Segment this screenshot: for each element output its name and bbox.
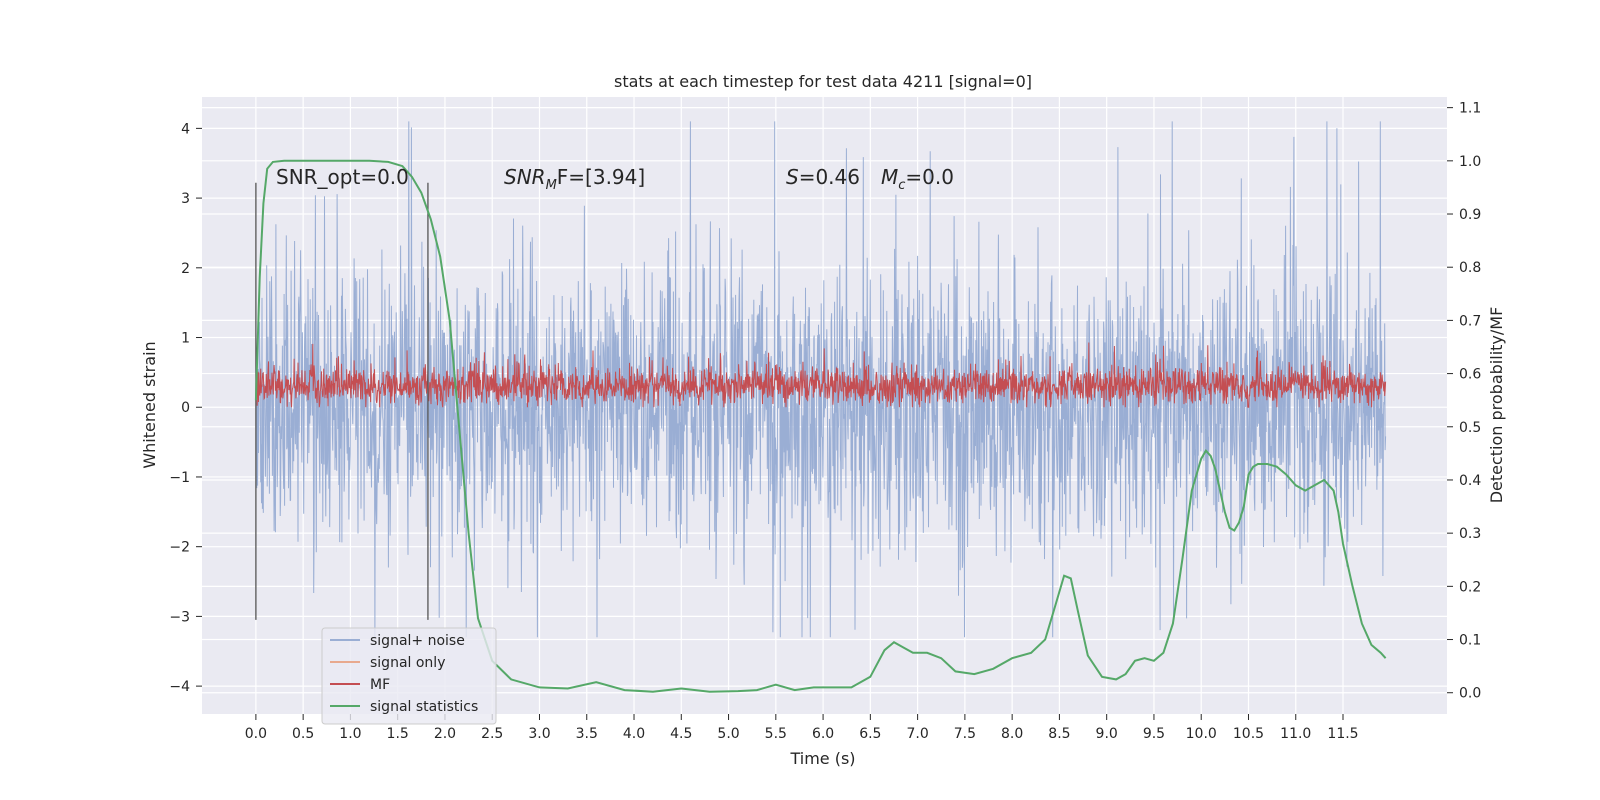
x-tick-label: 11.0 [1280,726,1311,742]
x-tick-label: 1.5 [387,726,409,742]
x-tick-label: 7.5 [954,726,976,742]
x-tick-label: 9.5 [1143,726,1165,742]
annotation-snr-mf-tail: F=[3.94] [557,165,645,189]
x-tick-label: 6.0 [812,726,834,742]
y2-tick-label: 0.8 [1459,260,1481,276]
annotation-mc-value: =0.0 [905,165,954,189]
annotation-mc-symbol: M [881,165,898,189]
y2-tick-label: 0.1 [1459,633,1481,649]
y-tick-label: −4 [169,679,190,695]
legend-label: signal only [370,655,445,671]
y2-tick-label: 0.7 [1459,313,1481,329]
x-tick-label: 8.0 [1001,726,1023,742]
x-tick-label: 0.0 [245,726,267,742]
signal-plus-noise-line [255,121,1387,638]
x-tick-label: 0.5 [292,726,314,742]
x-tick-label: 3.5 [576,726,598,742]
x-tick-label: 4.0 [623,726,645,742]
y2-axis-label: Detection probability/MF [1487,307,1506,504]
chart-title: stats at each timestep for test data 421… [614,72,1032,91]
x-tick-label: 7.0 [906,726,928,742]
x-tick-label: 10.5 [1233,726,1264,742]
marker-lines [255,182,429,620]
signal-statistics-trace [254,159,1387,693]
x-tick-label: 5.5 [765,726,787,742]
y-tick-label: −2 [169,540,190,556]
x-tick-label: 2.5 [481,726,503,742]
annotation-snr-mf: SNRMF=[3.94] [504,165,645,193]
mf-trace [255,342,1387,408]
legend-label: signal statistics [370,699,478,715]
y-tick-label: 0 [181,400,190,416]
y-axis-ticks: 4 3 2 1 0 −1 −2 −3 −4 [169,121,202,695]
y2-tick-label: 0.9 [1459,207,1481,223]
mf-line [255,342,1387,408]
y-tick-label: 4 [181,121,190,137]
y-axis-label: Whitened strain [140,341,159,468]
y2-tick-label: 0.5 [1459,420,1481,436]
x-tick-label: 3.0 [528,726,550,742]
x-axis-label: Time (s) [789,749,855,768]
y2-tick-label: 0.4 [1459,473,1481,489]
legend-box [321,627,497,725]
x-tick-label: 10.0 [1186,726,1217,742]
x-tick-label: 1.0 [339,726,361,742]
legend-label: signal+ noise [370,633,465,649]
y-tick-label: 2 [181,261,190,277]
y2-axis-ticks: 1.1 1.0 0.9 0.8 0.7 0.6 0.5 0.4 0.3 0.2 0.1 0.0 [1447,101,1481,702]
y-tick-label: 1 [181,331,190,347]
y2-tick-label: 1.1 [1459,101,1481,117]
y2-tick-label: 0.0 [1459,686,1481,702]
annotation-snr-mf-main: SNR [504,165,546,189]
x-tick-label: 9.0 [1096,726,1118,742]
x-tick-label: 5.0 [717,726,739,742]
x-tick-label: 11.5 [1327,726,1358,742]
x-tick-label: 4.5 [670,726,692,742]
y2-tick-label: 0.2 [1459,579,1481,595]
annotation-snr-opt: SNR_opt=0.0 [276,165,409,189]
x-tick-label: 6.5 [859,726,881,742]
legend: signal+ noise signal only MF signal statist… [321,627,497,725]
y-tick-label: −3 [169,609,190,625]
signal-statistics-line [254,159,1387,693]
annotation-mc: Mc=0.0 [881,165,954,193]
x-axis-ticks: 0.0 0.5 1.0 1.5 2.0 2.5 3.0 3.5 4.0 4.5 5.0 5.5 6.0 6… [245,714,1359,742]
y-tick-label: 3 [181,191,190,207]
annotation-snr-mf-sub: M [546,178,557,193]
legend-label: MF [370,677,390,693]
x-tick-label: 8.5 [1048,726,1070,742]
annotation-mc-sub: c [898,178,905,193]
y2-tick-label: 1.0 [1459,154,1481,170]
y2-tick-label: 0.6 [1459,367,1481,383]
annotation-s-value: =0.46 [799,165,860,189]
y2-tick-label: 0.3 [1459,526,1481,542]
signal-plus-noise-trace [255,121,1387,638]
y-tick-label: −1 [169,470,190,486]
annotation-s-symbol: S [786,165,799,189]
annotation-s: S=0.46 [786,165,860,189]
x-tick-label: 2.0 [434,726,456,742]
